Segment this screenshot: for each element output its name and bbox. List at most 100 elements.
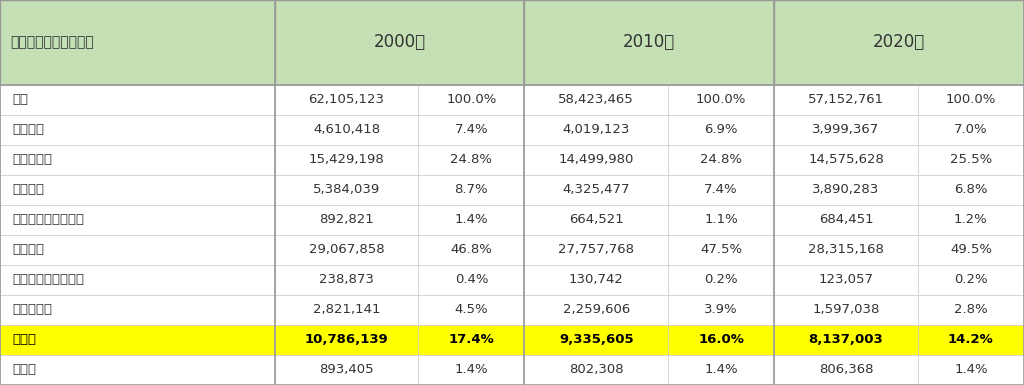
- Text: 1.1%: 1.1%: [705, 213, 738, 226]
- Text: 16.0%: 16.0%: [698, 333, 744, 347]
- Text: 7.4%: 7.4%: [455, 123, 488, 136]
- Bar: [524, 175, 668, 205]
- Text: 利用交通手段（全国）: 利用交通手段（全国）: [10, 35, 94, 49]
- Text: ハイヤー・タクシー: ハイヤー・タクシー: [12, 273, 84, 286]
- Text: 4.5%: 4.5%: [455, 303, 488, 316]
- Text: 4,610,418: 4,610,418: [313, 123, 380, 136]
- Text: 49.5%: 49.5%: [950, 243, 992, 256]
- Bar: [918, 115, 1024, 145]
- Bar: [918, 205, 1024, 235]
- Bar: [419, 355, 524, 385]
- Bar: [774, 235, 918, 265]
- Bar: [0, 175, 274, 205]
- Text: 0.4%: 0.4%: [455, 273, 488, 286]
- Bar: [0, 355, 274, 385]
- Bar: [274, 145, 419, 175]
- Text: 4,325,477: 4,325,477: [562, 183, 630, 196]
- Bar: [524, 205, 668, 235]
- Text: 自転車: 自転車: [12, 333, 36, 347]
- Text: 9,335,605: 9,335,605: [559, 333, 634, 347]
- Bar: [0, 295, 274, 325]
- Bar: [524, 235, 668, 265]
- Text: 17.4%: 17.4%: [449, 333, 495, 347]
- Bar: [668, 145, 774, 175]
- Bar: [524, 0, 774, 85]
- Text: 0.2%: 0.2%: [705, 273, 738, 286]
- Text: 802,308: 802,308: [569, 363, 624, 377]
- Bar: [524, 115, 668, 145]
- Bar: [274, 85, 419, 115]
- Text: 806,368: 806,368: [819, 363, 873, 377]
- Text: 28,315,168: 28,315,168: [808, 243, 884, 256]
- Bar: [774, 265, 918, 295]
- Text: 123,057: 123,057: [818, 273, 873, 286]
- Bar: [274, 295, 419, 325]
- Bar: [918, 265, 1024, 295]
- Bar: [274, 235, 419, 265]
- Text: 鉄道・電車: 鉄道・電車: [12, 153, 52, 166]
- Text: 24.8%: 24.8%: [451, 153, 493, 166]
- Text: 1,597,038: 1,597,038: [812, 303, 880, 316]
- Text: 2.8%: 2.8%: [954, 303, 988, 316]
- Bar: [0, 325, 274, 355]
- Bar: [918, 175, 1024, 205]
- Text: 14.2%: 14.2%: [948, 333, 994, 347]
- Bar: [419, 205, 524, 235]
- Bar: [668, 295, 774, 325]
- Bar: [668, 325, 774, 355]
- Bar: [0, 205, 274, 235]
- Bar: [0, 115, 274, 145]
- Text: 6.9%: 6.9%: [705, 123, 738, 136]
- Text: 1.4%: 1.4%: [954, 363, 988, 377]
- Text: 6.8%: 6.8%: [954, 183, 988, 196]
- Text: 893,405: 893,405: [319, 363, 374, 377]
- Bar: [918, 295, 1024, 325]
- Bar: [0, 85, 274, 115]
- Text: 7.0%: 7.0%: [954, 123, 988, 136]
- Bar: [0, 0, 274, 85]
- Text: 1.4%: 1.4%: [455, 363, 488, 377]
- Text: 3,890,283: 3,890,283: [812, 183, 880, 196]
- Bar: [0, 265, 274, 295]
- Bar: [419, 175, 524, 205]
- Bar: [419, 265, 524, 295]
- Text: 2000年: 2000年: [374, 33, 426, 51]
- Text: 46.8%: 46.8%: [451, 243, 493, 256]
- Bar: [774, 325, 918, 355]
- Bar: [918, 145, 1024, 175]
- Text: 14,575,628: 14,575,628: [808, 153, 884, 166]
- Text: その他: その他: [12, 363, 36, 377]
- Text: 3.9%: 3.9%: [705, 303, 738, 316]
- Text: 1.4%: 1.4%: [705, 363, 738, 377]
- Bar: [918, 355, 1024, 385]
- Bar: [918, 85, 1024, 115]
- Bar: [774, 355, 918, 385]
- Text: 10,786,139: 10,786,139: [305, 333, 388, 347]
- Bar: [524, 145, 668, 175]
- Text: 100.0%: 100.0%: [446, 93, 497, 106]
- Text: 57,152,761: 57,152,761: [808, 93, 884, 106]
- Bar: [668, 205, 774, 235]
- Bar: [774, 175, 918, 205]
- Text: 62,105,123: 62,105,123: [308, 93, 385, 106]
- Text: 7.4%: 7.4%: [705, 183, 738, 196]
- Bar: [274, 325, 419, 355]
- Text: 238,873: 238,873: [319, 273, 374, 286]
- Text: 勤め先・学校のバス: 勤め先・学校のバス: [12, 213, 84, 226]
- Bar: [274, 175, 419, 205]
- Text: 5,384,039: 5,384,039: [313, 183, 380, 196]
- Text: 8.7%: 8.7%: [455, 183, 488, 196]
- Bar: [0, 235, 274, 265]
- Bar: [419, 85, 524, 115]
- Bar: [774, 295, 918, 325]
- Text: 47.5%: 47.5%: [700, 243, 742, 256]
- Text: 2010年: 2010年: [624, 33, 676, 51]
- Text: 664,521: 664,521: [569, 213, 624, 226]
- Bar: [524, 265, 668, 295]
- Bar: [668, 115, 774, 145]
- Bar: [419, 295, 524, 325]
- Bar: [668, 175, 774, 205]
- Text: 2020年: 2020年: [873, 33, 926, 51]
- Text: 1.2%: 1.2%: [954, 213, 988, 226]
- Text: 自家用車: 自家用車: [12, 243, 44, 256]
